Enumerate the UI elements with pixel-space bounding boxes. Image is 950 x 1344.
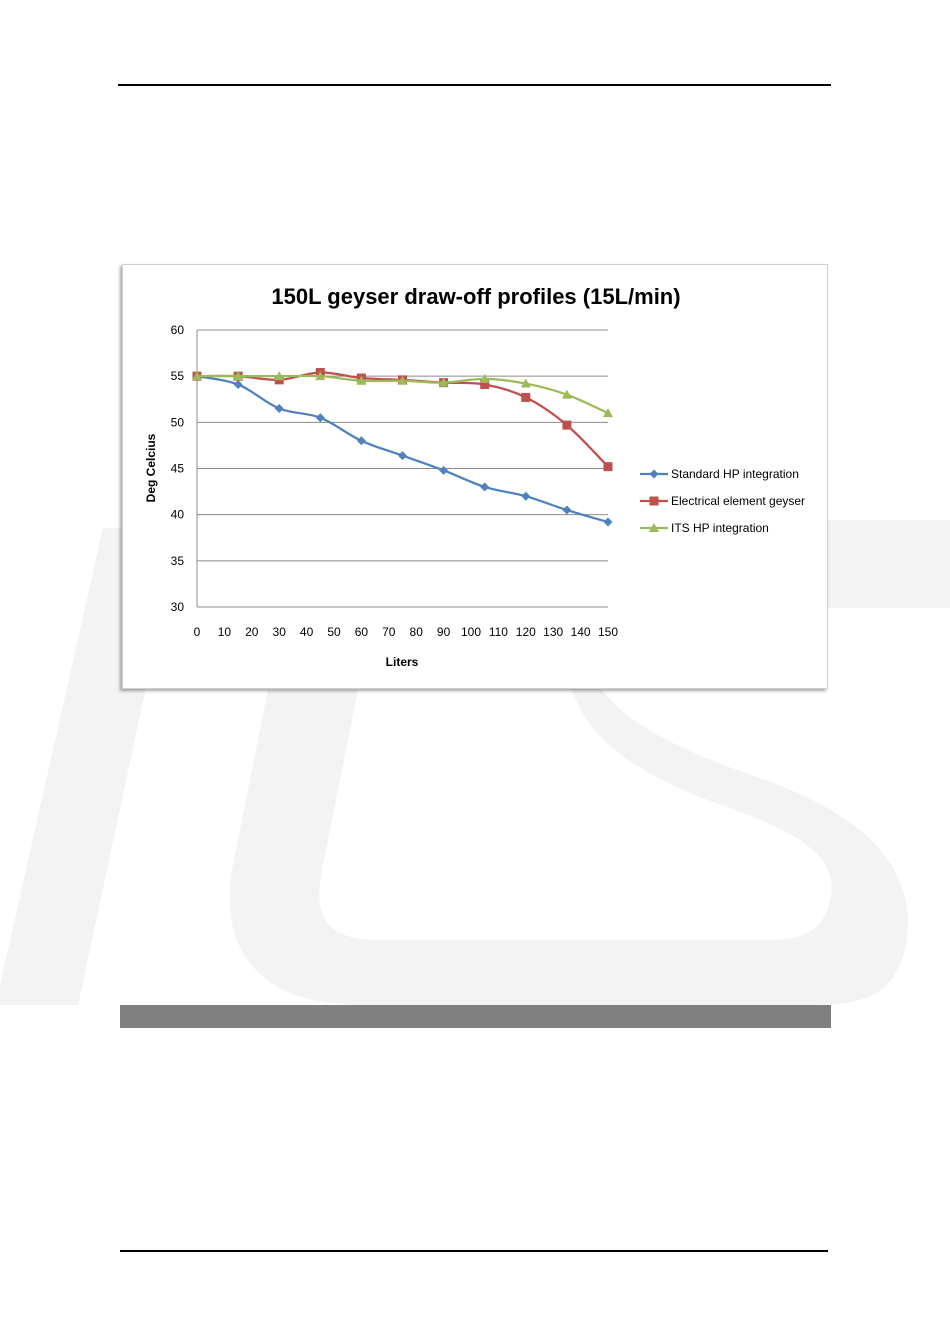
data-point — [480, 379, 490, 389]
data-point — [439, 465, 449, 475]
data-point — [315, 413, 325, 423]
y-tick-label: 35 — [171, 554, 185, 568]
x-tick-label: 110 — [489, 625, 508, 639]
x-tick-label: 60 — [355, 625, 369, 639]
y-tick-label: 55 — [171, 369, 185, 383]
x-tick-label: 0 — [194, 625, 201, 639]
data-point — [274, 403, 284, 413]
chart-title: 150L geyser draw-off profiles (15L/min) — [271, 284, 680, 309]
header-rule — [118, 84, 831, 86]
data-point — [233, 371, 244, 381]
x-tick-label: 140 — [571, 625, 591, 639]
x-tick-label: 130 — [543, 625, 563, 639]
data-point — [356, 436, 366, 446]
legend-marker — [649, 496, 659, 506]
data-point — [603, 517, 613, 527]
y-tick-label: 30 — [171, 600, 185, 614]
data-point — [233, 379, 243, 389]
y-axis-label: Deg Celcius — [144, 433, 158, 502]
data-point — [398, 451, 407, 461]
y-tick-label: 50 — [171, 415, 185, 429]
gridlines — [197, 329, 608, 562]
series-layer — [192, 367, 613, 527]
data-point — [562, 505, 572, 515]
x-tick-label: 120 — [516, 625, 536, 639]
y-tick-label: 45 — [171, 462, 185, 476]
x-axis-label: Liters — [386, 655, 419, 669]
legend-label: Standard HP integration — [671, 467, 799, 481]
legend-label: ITS HP integration — [671, 521, 769, 535]
chart-legend: Standard HP integration Electrical elemen… — [640, 467, 805, 535]
line-chart: 150L geyser draw-off profiles (15L/min) … — [144, 284, 805, 669]
series-line — [196, 375, 609, 524]
x-tick-label: 150 — [598, 625, 618, 639]
data-point — [603, 462, 613, 472]
x-tick-label: 90 — [437, 625, 451, 639]
x-tick-label: 50 — [327, 625, 341, 639]
x-tick-label: 10 — [218, 625, 232, 639]
data-point — [438, 377, 449, 387]
data-point — [520, 378, 531, 388]
legend-marker — [649, 523, 659, 532]
data-point — [521, 392, 531, 402]
x-tick-label: 80 — [410, 625, 424, 639]
chart-frame: 150L geyser draw-off profiles (15L/min) … — [122, 264, 828, 689]
y-tick-label: 60 — [171, 323, 185, 337]
data-point — [480, 482, 490, 492]
legend-marker — [649, 469, 659, 479]
data-point — [521, 491, 531, 501]
x-tick-label: 30 — [273, 625, 287, 639]
x-tick-labels: 0 10 20 30 40 50 60 70 80 90 100 110 120 130 140 150 — [194, 625, 619, 639]
data-point — [274, 371, 285, 381]
watermark-letter-s — [229, 520, 950, 1005]
y-tick-labels: 30 35 40 45 50 55 60 — [171, 323, 185, 614]
x-tick-label: 20 — [245, 625, 259, 639]
x-tick-label: 70 — [382, 625, 396, 639]
y-tick-label: 40 — [171, 508, 185, 522]
legend-label: Electrical element geyser — [671, 494, 805, 508]
data-point — [192, 371, 202, 381]
data-point — [397, 375, 408, 385]
x-tick-label: 100 — [461, 625, 481, 639]
data-point — [356, 375, 367, 385]
data-point — [562, 420, 572, 430]
data-point — [315, 371, 326, 381]
data-point — [603, 408, 613, 418]
footer-rule — [120, 1250, 828, 1252]
x-tick-label: 40 — [300, 625, 314, 639]
data-point — [479, 373, 490, 383]
data-point — [561, 389, 572, 399]
section-divider-band — [120, 1005, 831, 1028]
